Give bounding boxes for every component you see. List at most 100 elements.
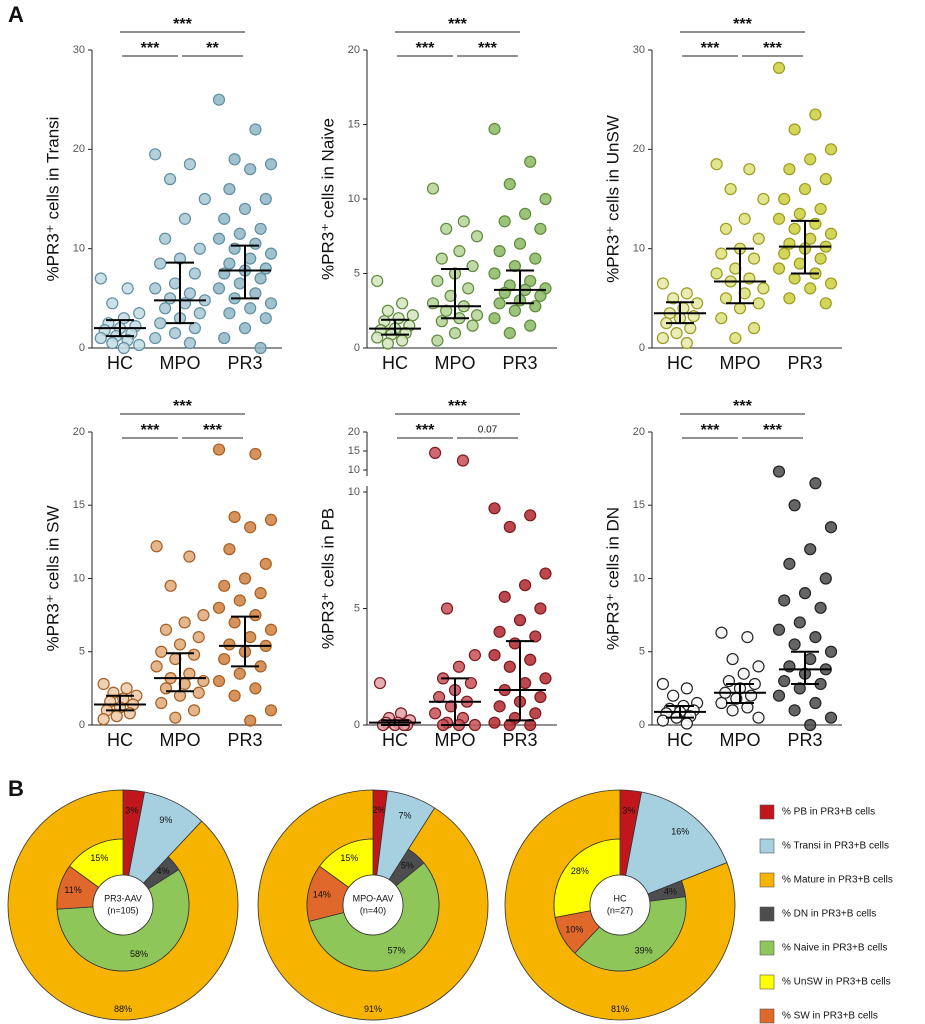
data-point (466, 319, 479, 332)
slice-label: 4% (664, 886, 677, 896)
data-point (183, 336, 197, 350)
data-point (164, 579, 177, 592)
y-tick-label: 15 (633, 499, 645, 511)
data-point (488, 122, 501, 136)
data-point (192, 686, 205, 699)
data-point (448, 327, 462, 340)
y-tick-label: 5 (354, 267, 360, 279)
significance-label: *** (701, 40, 720, 57)
x-tick-label: HC (107, 353, 133, 373)
donut-hole (589, 874, 651, 936)
data-point (667, 292, 680, 305)
data-point (159, 623, 173, 636)
data-point (249, 682, 262, 695)
data-point (228, 510, 241, 524)
data-point (244, 714, 257, 727)
axis-break (363, 476, 371, 486)
data-point (656, 677, 670, 691)
data-point (155, 645, 168, 658)
data-point (133, 338, 146, 352)
slice-label: 15% (90, 853, 108, 863)
data-point (814, 252, 827, 265)
data-point (804, 543, 817, 556)
data-point (798, 587, 812, 600)
data-point (254, 272, 267, 285)
data-point (233, 667, 246, 680)
data-point (752, 297, 765, 310)
significance-label: *** (141, 422, 160, 439)
data-point (259, 192, 272, 206)
data-point (470, 230, 484, 243)
y-tick-label: 0 (79, 342, 85, 354)
significance-label: 0.07 (478, 425, 498, 436)
data-point (508, 259, 522, 273)
data-point (804, 652, 817, 666)
significance-label: *** (478, 40, 497, 57)
slice-label: 5% (401, 860, 414, 870)
data-point (524, 319, 537, 332)
data-point (518, 676, 532, 690)
legend-swatch (759, 906, 775, 922)
data-point (788, 499, 801, 512)
data-point (464, 676, 478, 690)
y-tick-label: 10 (348, 486, 360, 498)
data-point (233, 594, 246, 607)
y-tick-label: 20 (633, 426, 645, 438)
data-point (468, 718, 481, 732)
data-point (149, 282, 162, 295)
data-point (783, 163, 796, 176)
slice-label: 10% (565, 924, 583, 934)
data-point (233, 227, 246, 240)
data-point (431, 334, 444, 347)
y-tick-label: 10 (348, 464, 360, 476)
data-point (539, 672, 552, 685)
data-point (513, 237, 527, 250)
y-tick-label: 20 (348, 426, 360, 438)
significance-label: *** (416, 40, 435, 57)
y-tick-label: 15 (73, 499, 85, 511)
data-point (788, 272, 801, 285)
data-point (656, 714, 670, 727)
data-point (121, 282, 134, 295)
y-tick-label: 10 (633, 243, 645, 255)
slice-label: 11% (64, 885, 81, 895)
data-point (804, 153, 817, 166)
data-point (724, 182, 737, 196)
y-axis-label: %PR3⁺ cells in PB (318, 508, 337, 649)
data-point (809, 696, 822, 710)
data-point (488, 267, 501, 280)
y-tick-label: 0 (79, 719, 85, 731)
data-point (752, 660, 765, 673)
data-point (149, 331, 162, 345)
panel-label: B (8, 776, 24, 801)
y-tick-label: 10 (633, 572, 645, 584)
data-point (178, 616, 191, 629)
data-point (684, 322, 697, 335)
data-point (488, 716, 501, 729)
data-point (218, 212, 231, 225)
data-point (173, 638, 187, 651)
data-point (804, 232, 817, 245)
data-point (524, 509, 537, 522)
significance-label: *** (141, 40, 160, 57)
data-point (726, 704, 739, 717)
y-tick-label: 30 (73, 44, 85, 56)
data-point (529, 252, 542, 265)
data-point (498, 590, 511, 603)
y-tick-label: 5 (354, 602, 360, 614)
data-point (778, 192, 791, 206)
data-point (259, 262, 272, 275)
panel-label: A (8, 2, 24, 27)
center-sublabel: (n=105) (107, 905, 138, 915)
data-point (212, 443, 226, 456)
data-point (435, 252, 448, 265)
legend-label: % Transi in PR3+B cells (782, 841, 889, 852)
data-point (793, 682, 806, 695)
data-point (264, 623, 278, 636)
data-point (453, 245, 466, 258)
legend-label: % SW in PR3+B cells (782, 1011, 878, 1022)
slice-label: 9% (159, 815, 172, 825)
y-axis-label: %PR3⁺ cells in UnSW (603, 115, 622, 283)
data-point (529, 630, 542, 643)
y-tick-label: 30 (633, 44, 645, 56)
